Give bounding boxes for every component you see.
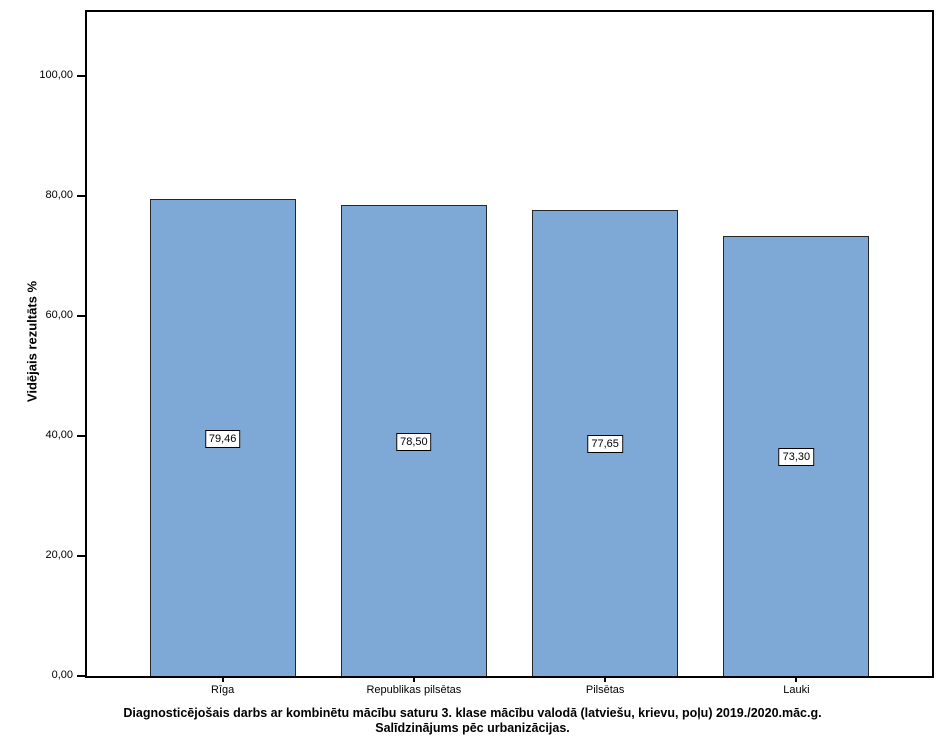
y-axis-tick-mark <box>77 315 85 317</box>
plot-area: 0,00 20,00 40,00 60,00 80,00 100,00 79,46 Rīga 7… <box>39 10 934 696</box>
y-axis-tick-mark <box>77 675 85 677</box>
y-axis-label: Vidējais rezultāts % <box>24 280 40 403</box>
bar: 77,65 <box>532 210 679 676</box>
chart-title-line1: Diagnosticējošais darbs ar kombinētu māc… <box>123 706 822 720</box>
x-axis-category-label: Republikas pilsētas <box>366 684 462 696</box>
x-axis-tick-mark <box>221 676 224 682</box>
bar: 79,46 <box>149 199 296 676</box>
x-axis-category-label: Lauki <box>783 684 810 696</box>
bar-value-label: 73,30 <box>778 448 815 467</box>
chart-title: Diagnosticējošais darbs ar kombinētu māc… <box>0 706 945 736</box>
bar-value-label: 77,65 <box>587 435 623 454</box>
y-axis-tick-label: 100,00 <box>39 69 73 81</box>
x-axis-category-label: Rīga <box>211 684 235 696</box>
y-axis-tick-mark <box>77 435 85 437</box>
y-axis-tick-mark <box>77 195 85 197</box>
x-axis-tick-mark <box>795 676 798 682</box>
x-axis-tick-mark <box>604 676 607 682</box>
y-axis-tick-label: 60,00 <box>45 309 73 321</box>
x-axis-category-label: Pilsētas <box>585 684 625 696</box>
bar: 73,30 <box>723 236 870 676</box>
y-axis-tick-label: 80,00 <box>45 189 73 201</box>
y-axis-tick-label: 0,00 <box>51 669 73 681</box>
bar-value-label: 78,50 <box>396 432 432 451</box>
bar-value-label: 79,46 <box>204 429 241 448</box>
y-axis-tick-mark <box>77 555 85 557</box>
chart-title-line2: Salīdzinājums pēc urbanizācijas. <box>375 721 570 735</box>
x-axis-tick-mark <box>412 676 415 682</box>
bar: 78,50 <box>340 205 487 676</box>
y-axis-tick-mark <box>77 75 85 77</box>
y-axis-tick-label: 20,00 <box>45 549 73 561</box>
y-axis-tick-label: 40,00 <box>45 429 73 441</box>
